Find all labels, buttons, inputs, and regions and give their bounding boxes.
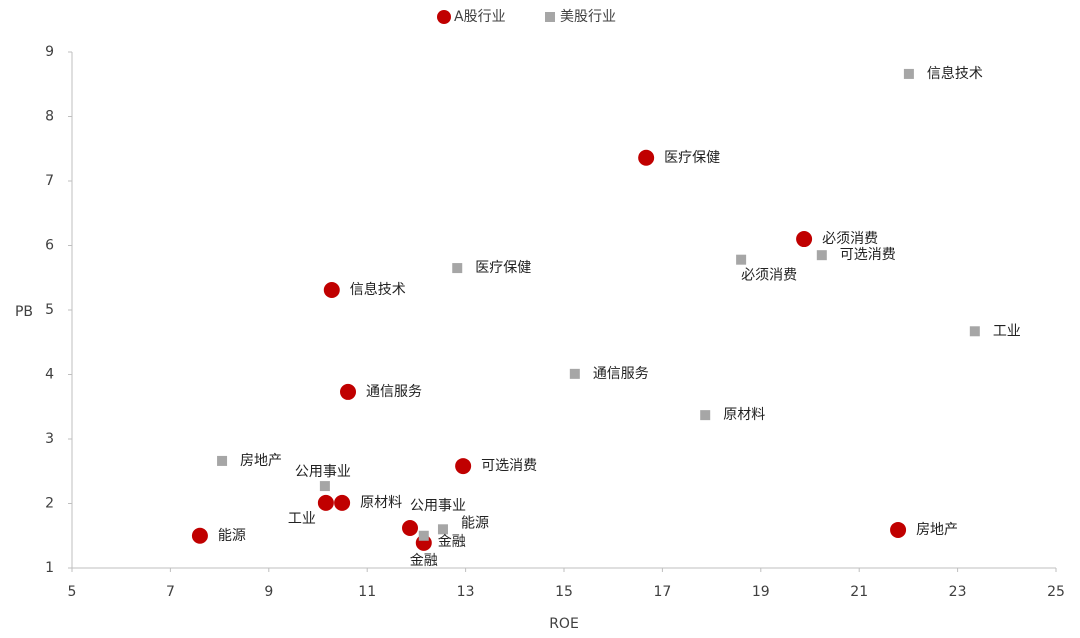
point-label: 能源 — [218, 528, 246, 544]
point — [317, 494, 334, 511]
point — [323, 282, 340, 299]
point — [903, 68, 914, 79]
point — [816, 250, 827, 261]
point-label: 公用事业 — [295, 464, 351, 480]
point-label: 医疗保健 — [664, 150, 720, 166]
point-label: 金融 — [410, 553, 438, 569]
x-tick-label: 5 — [68, 584, 77, 600]
point — [736, 254, 747, 265]
x-tick-label: 13 — [457, 584, 475, 600]
x-tick-label: 19 — [752, 584, 770, 600]
point — [217, 455, 228, 466]
point — [569, 368, 580, 379]
legend-label: A股行业 — [454, 9, 506, 25]
point — [334, 494, 351, 511]
y-tick-label: 4 — [45, 367, 54, 383]
point — [455, 458, 472, 475]
x-tick-label: 7 — [166, 584, 175, 600]
point-label: 必须消费 — [741, 268, 797, 284]
point-label: 公用事业 — [410, 498, 466, 514]
point — [638, 149, 655, 166]
point — [340, 383, 357, 400]
point-label: 原材料 — [360, 495, 402, 511]
y-tick-label: 3 — [45, 431, 54, 447]
y-tick-label: 7 — [45, 173, 54, 189]
point-label: 房地产 — [240, 453, 282, 469]
point — [319, 481, 330, 492]
point — [452, 263, 463, 274]
x-axis-label: ROE — [549, 616, 579, 632]
y-axis-label: PB — [15, 304, 33, 320]
point — [700, 410, 711, 421]
point — [191, 527, 208, 544]
point-label: 通信服务 — [366, 384, 422, 400]
legend-label: 美股行业 — [560, 9, 616, 25]
y-tick-label: 2 — [45, 496, 54, 512]
x-tick-label: 11 — [358, 584, 376, 600]
point — [437, 524, 448, 535]
x-tick-label: 9 — [264, 584, 273, 600]
point — [402, 520, 419, 537]
point-label: 信息技术 — [350, 281, 406, 298]
point-label: 通信服务 — [593, 366, 649, 382]
legend-marker — [437, 10, 451, 24]
point-label: 可选消费 — [481, 458, 537, 474]
x-tick-label: 17 — [653, 584, 671, 600]
y-tick-label: 9 — [45, 44, 54, 60]
point-label: 信息技术 — [927, 65, 983, 82]
y-tick-label: 1 — [45, 560, 54, 576]
point — [796, 231, 813, 248]
x-tick-label: 21 — [850, 584, 868, 600]
point-label: 原材料 — [723, 407, 765, 423]
y-tick-label: 5 — [45, 302, 54, 318]
x-tick-label: 23 — [949, 584, 967, 600]
point — [890, 521, 907, 538]
legend-marker — [545, 12, 555, 22]
point-label: 房地产 — [916, 522, 958, 538]
point-label: 金融 — [438, 534, 466, 550]
point-label: 可选消费 — [840, 247, 896, 263]
point-label: 医疗保健 — [475, 260, 531, 276]
x-tick-label: 25 — [1047, 584, 1065, 600]
y-tick-label: 6 — [45, 238, 54, 254]
point-label: 工业 — [288, 511, 316, 527]
point-label: 必须消费 — [822, 231, 878, 247]
x-tick-label: 15 — [555, 584, 573, 600]
point-label: 工业 — [993, 323, 1021, 339]
point — [969, 326, 980, 337]
y-tick-label: 8 — [45, 109, 54, 125]
point — [418, 530, 429, 541]
point-label: 能源 — [461, 515, 489, 531]
